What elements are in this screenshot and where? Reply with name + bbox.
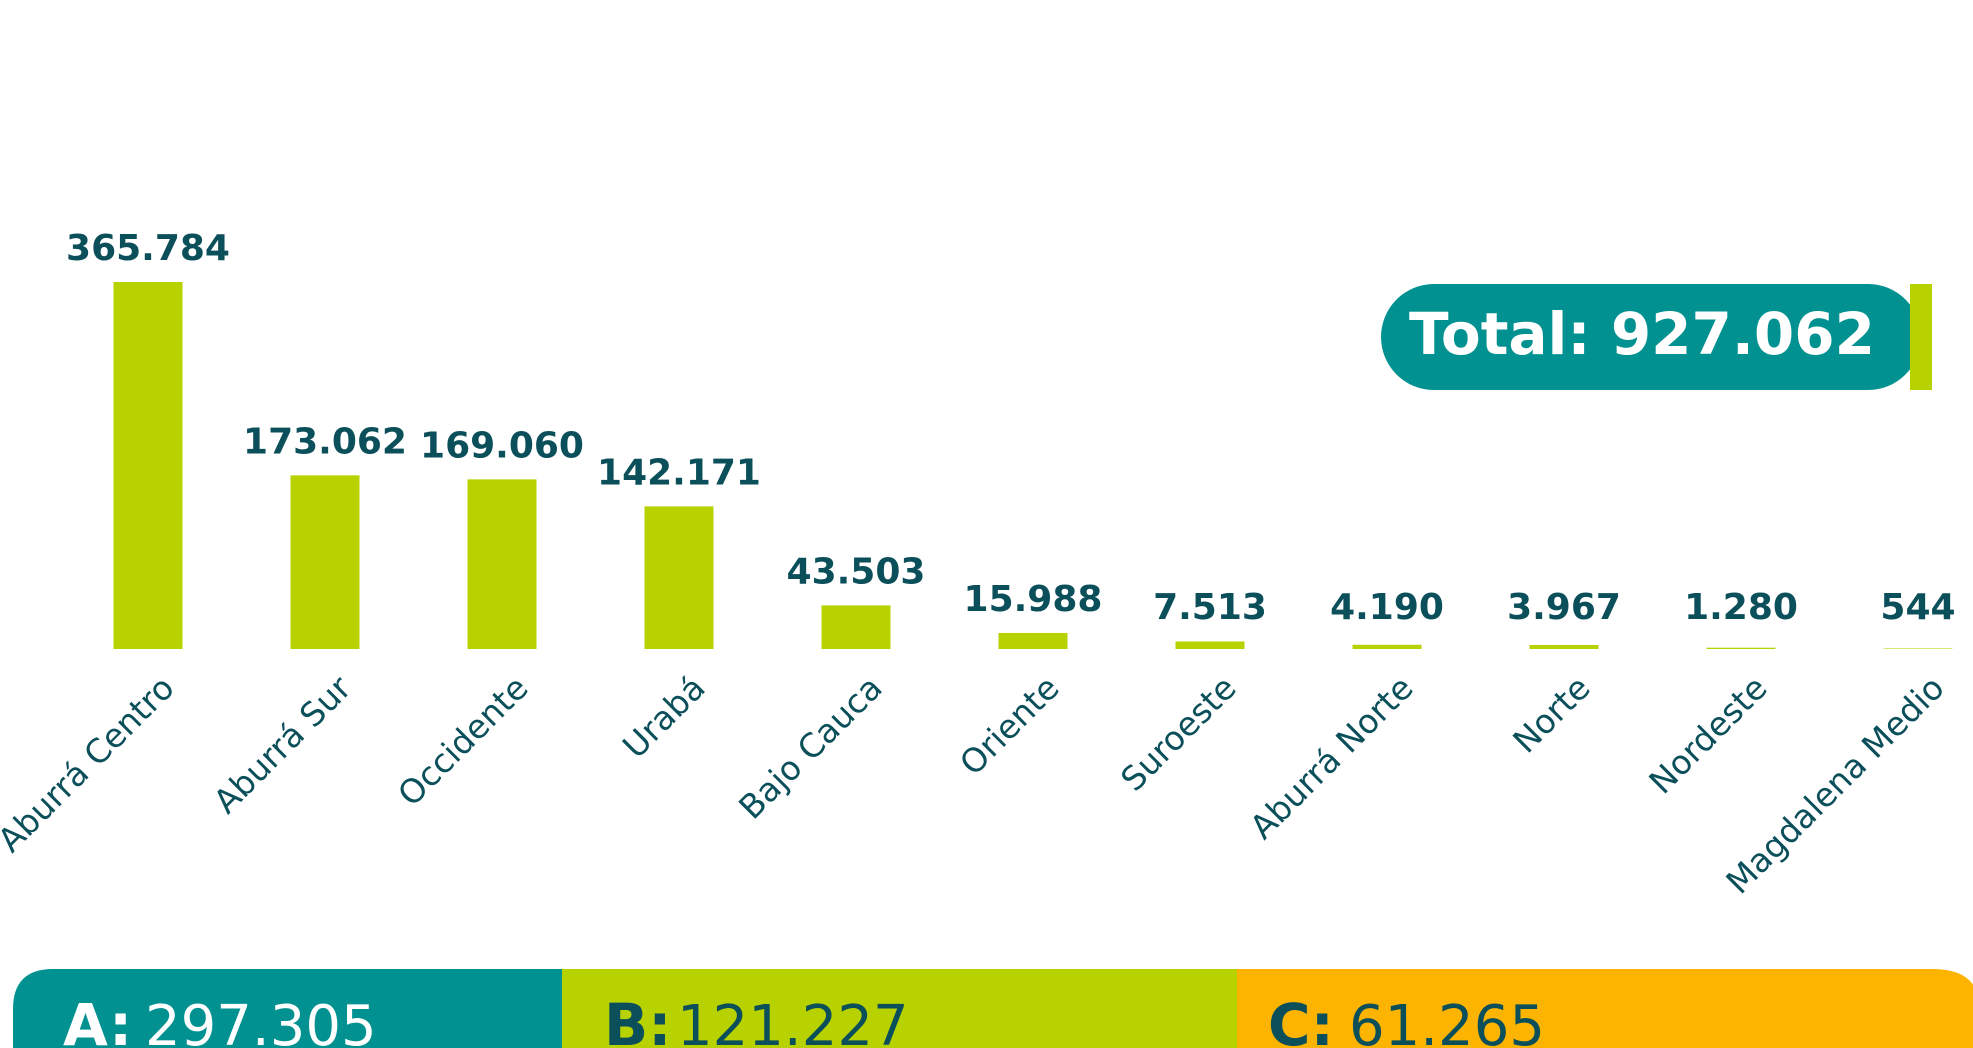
category-label: Aburrá Norte (1242, 668, 1420, 846)
value-label: 544 (1880, 587, 1955, 628)
category-label: Norte (1505, 668, 1597, 760)
summary-value: 61.265 (1349, 994, 1545, 1048)
summary-box-a (13, 969, 562, 1048)
value-label: 15.988 (964, 579, 1103, 620)
bar (1883, 648, 1953, 649)
summary-box-c (1237, 969, 1973, 1048)
category-label: Oriente (952, 668, 1067, 783)
summary-key: C: (1268, 991, 1334, 1048)
summary-box-b (562, 969, 1238, 1048)
category-label: Occidente (390, 668, 536, 814)
bar (1352, 644, 1422, 649)
category-label: Nordeste (1641, 668, 1774, 801)
summary-key: B: (604, 991, 671, 1048)
total-accent (1910, 284, 1932, 390)
value-label: 173.062 (243, 421, 407, 462)
bar (467, 479, 537, 649)
value-label: 142.171 (597, 452, 761, 493)
value-label: 169.060 (420, 425, 584, 466)
bar (113, 282, 183, 649)
summary-value: 297.305 (145, 994, 377, 1048)
value-label: 3.967 (1507, 587, 1621, 628)
bar (1529, 645, 1599, 649)
bar (290, 475, 360, 649)
summary-key: A: (63, 991, 132, 1048)
value-label: 7.513 (1153, 587, 1267, 628)
category-label: Aburrá Centro (0, 668, 182, 860)
total-pill (1381, 284, 1921, 390)
total-label: Total: 927.062 (1409, 300, 1875, 368)
bar (1175, 641, 1245, 649)
bar (821, 605, 891, 649)
value-label: 365.784 (66, 228, 230, 269)
summary-value: 121.227 (677, 994, 909, 1048)
category-label: Aburrá Sur (206, 668, 359, 821)
bar (1706, 647, 1776, 649)
bar (998, 632, 1068, 649)
category-label: Bajo Cauca (731, 668, 890, 827)
value-label: 43.503 (787, 551, 926, 592)
category-label: Urabá (615, 668, 713, 766)
value-label: 1.280 (1684, 587, 1798, 628)
category-label: Suroeste (1113, 668, 1244, 799)
value-label: 4.190 (1330, 587, 1444, 628)
bar (644, 506, 714, 649)
